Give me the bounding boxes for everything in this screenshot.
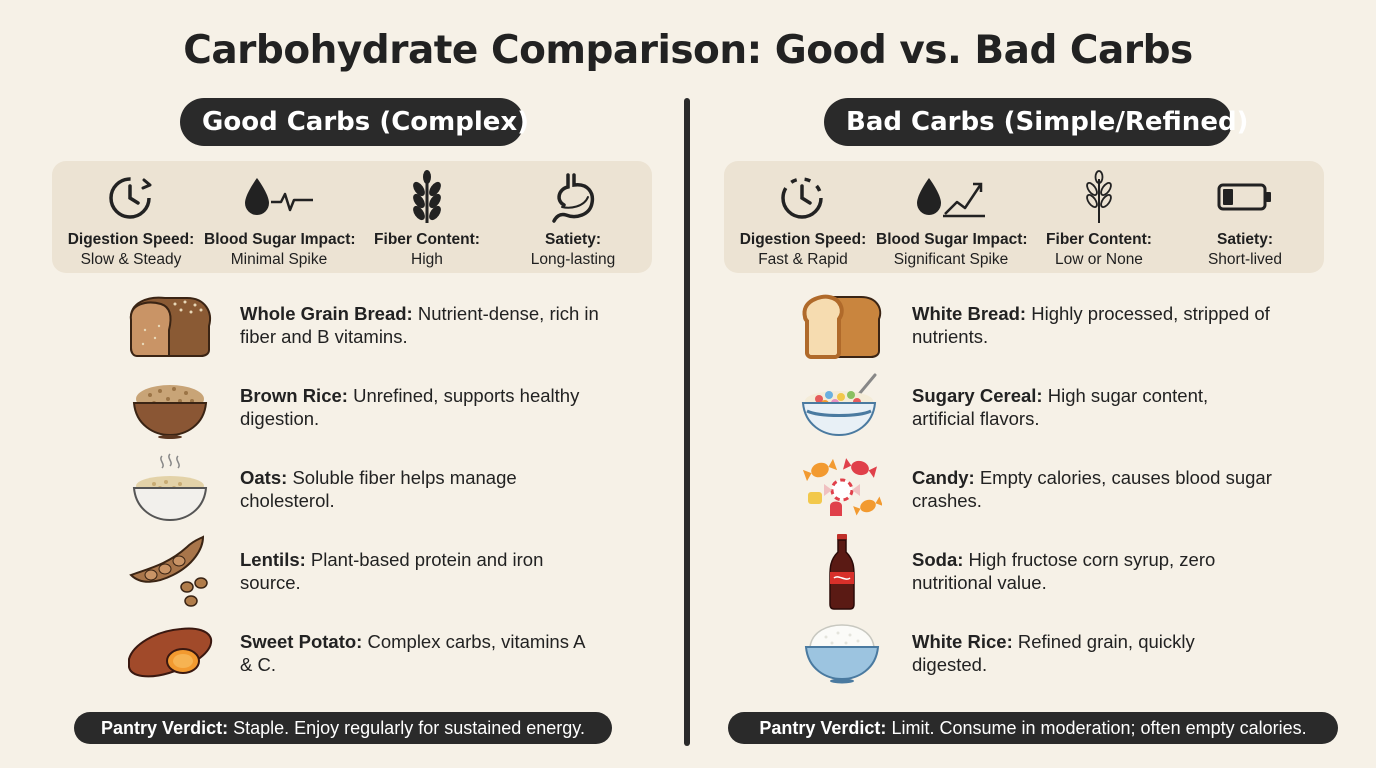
metric-digestion-speed: Digestion Speed: Fast & Rapid	[730, 169, 876, 269]
item-desc: Highly processed, stripped of nutrients.	[912, 303, 1270, 347]
bad-carbs-column: Bad Carbs (Simple/Refined) Digestion Spe…	[724, 0, 1338, 768]
stomach-icon	[500, 169, 646, 225]
item-description: Sweet Potato: Complex carbs, vitamins A …	[240, 630, 600, 676]
verdict-label: Pantry Verdict:	[101, 718, 229, 738]
metric-value: Minimal Spike	[230, 251, 328, 268]
metric-value: Low or None	[1055, 251, 1143, 268]
metric-blood-sugar: Blood Sugar Impact: Significant Spike	[876, 169, 1028, 269]
item-name: White Rice:	[912, 631, 1013, 652]
lentils-icon	[122, 534, 218, 608]
item-description: Lentils: Plant-based protein and iron so…	[240, 548, 600, 594]
good-carbs-column: Good Carbs (Complex) Digestion Speed: Sl…	[52, 0, 652, 768]
metric-satiety: Satiety: Long-lasting	[500, 169, 646, 269]
item-name: Oats:	[240, 467, 288, 488]
bad-carbs-heading: Bad Carbs (Simple/Refined)	[824, 98, 1248, 146]
good-metrics-panel: Digestion Speed: Slow & Steady Blood Sug…	[52, 161, 652, 273]
item-desc: Nutrient-dense, rich in fiber and B vita…	[240, 303, 599, 347]
oats-bowl-icon	[122, 452, 218, 526]
metric-label: Blood Sugar Impact:	[204, 231, 356, 248]
list-item: White Rice: Refined grain, quickly diges…	[794, 616, 1314, 698]
white-rice-bowl-icon	[794, 616, 890, 690]
list-item: Candy: Empty calories, causes blood suga…	[794, 452, 1314, 534]
blood-drop-flat-pulse-icon	[204, 169, 354, 225]
list-item: Sweet Potato: Complex carbs, vitamins A …	[122, 616, 642, 698]
item-desc: Complex carbs, vitamins A & C.	[240, 631, 585, 675]
metric-value: Fast & Rapid	[758, 251, 848, 268]
whole-grain-bread-icon	[122, 288, 218, 362]
item-name: White Bread:	[912, 303, 1027, 324]
metric-value: Slow & Steady	[80, 251, 182, 268]
list-item: Soda: High fructose corn syrup, zero nut…	[794, 534, 1314, 616]
item-name: Sweet Potato:	[240, 631, 363, 652]
metric-satiety: Satiety: Short-lived	[1172, 169, 1318, 269]
list-item: White Bread: Highly processed, stripped …	[794, 288, 1314, 370]
item-description: Oats: Soluble fiber helps manage cholest…	[240, 466, 600, 512]
item-name: Sugary Cereal:	[912, 385, 1043, 406]
item-description: Soda: High fructose corn syrup, zero nut…	[912, 548, 1272, 594]
bad-pantry-verdict: Pantry Verdict: Limit. Consume in modera…	[728, 712, 1338, 744]
item-name: Candy:	[912, 467, 975, 488]
low-battery-icon	[1172, 169, 1318, 225]
sugary-cereal-icon	[794, 370, 890, 444]
item-description: Sugary Cereal: High sugar content, artif…	[912, 384, 1272, 430]
white-bread-icon	[794, 288, 890, 362]
verdict-text: Staple. Enjoy regularly for sustained en…	[233, 718, 585, 738]
list-item: Lentils: Plant-based protein and iron so…	[122, 534, 642, 616]
sweet-potato-icon	[122, 616, 218, 690]
item-desc: Unrefined, supports healthy digestion.	[240, 385, 580, 429]
item-description: Whole Grain Bread: Nutrient-dense, rich …	[240, 302, 600, 348]
metric-blood-sugar: Blood Sugar Impact: Minimal Spike	[204, 169, 356, 269]
metric-label: Fiber Content:	[374, 231, 480, 248]
good-carbs-list: Whole Grain Bread: Nutrient-dense, rich …	[122, 288, 642, 698]
metric-value: Significant Spike	[893, 251, 1009, 268]
metric-label: Digestion Speed:	[67, 231, 195, 248]
clock-icon	[58, 169, 204, 225]
soda-bottle-icon	[794, 534, 890, 610]
list-item: Oats: Soluble fiber helps manage cholest…	[122, 452, 642, 534]
item-desc: Refined grain, quickly digested.	[912, 631, 1195, 675]
item-desc: Plant-based protein and iron source.	[240, 549, 544, 593]
item-desc: High fructose corn syrup, zero nutrition…	[912, 549, 1216, 593]
item-name: Lentils:	[240, 549, 306, 570]
item-description: White Rice: Refined grain, quickly diges…	[912, 630, 1272, 676]
metric-label: Digestion Speed:	[739, 231, 867, 248]
metric-label: Satiety:	[1217, 231, 1273, 248]
item-description: Brown Rice: Unrefined, supports healthy …	[240, 384, 600, 430]
candy-icon	[794, 452, 890, 526]
metric-fiber: Fiber Content: High	[354, 169, 500, 269]
clock-icon	[730, 169, 876, 225]
bad-carbs-list: White Bread: Highly processed, stripped …	[794, 288, 1314, 698]
center-divider	[684, 98, 690, 746]
verdict-label: Pantry Verdict:	[759, 718, 887, 738]
list-item: Brown Rice: Unrefined, supports healthy …	[122, 370, 642, 452]
blood-drop-rising-trend-icon	[876, 169, 1026, 225]
metric-label: Satiety:	[545, 231, 601, 248]
verdict-text: Limit. Consume in moderation; often empt…	[891, 718, 1307, 738]
metric-label: Blood Sugar Impact:	[876, 231, 1028, 248]
page-title: Carbohydrate Comparison: Good vs. Bad Ca…	[183, 28, 1193, 73]
item-name: Soda:	[912, 549, 964, 570]
item-description: Candy: Empty calories, causes blood suga…	[912, 466, 1272, 512]
metric-label: Fiber Content:	[1046, 231, 1152, 248]
item-desc: High sugar content, artificial flavors.	[912, 385, 1209, 429]
item-name: Whole Grain Bread:	[240, 303, 413, 324]
item-desc: Soluble fiber helps manage cholesterol.	[240, 467, 517, 511]
wheat-icon	[354, 169, 500, 225]
thin-wheat-icon	[1026, 169, 1172, 225]
metric-digestion-speed: Digestion Speed: Slow & Steady	[58, 169, 204, 269]
metric-value: Short-lived	[1207, 251, 1283, 268]
item-name: Brown Rice:	[240, 385, 348, 406]
list-item: Sugary Cereal: High sugar content, artif…	[794, 370, 1314, 452]
item-description: White Bread: Highly processed, stripped …	[912, 302, 1272, 348]
metric-value: High	[411, 251, 443, 268]
item-desc: Empty calories, causes blood sugar crash…	[912, 467, 1272, 511]
metric-value: Long-lasting	[530, 251, 616, 268]
good-carbs-heading: Good Carbs (Complex)	[180, 98, 529, 146]
good-pantry-verdict: Pantry Verdict: Staple. Enjoy regularly …	[74, 712, 612, 744]
bad-metrics-panel: Digestion Speed: Fast & Rapid Blood Suga…	[724, 161, 1324, 273]
metric-fiber: Fiber Content: Low or None	[1026, 169, 1172, 269]
list-item: Whole Grain Bread: Nutrient-dense, rich …	[122, 288, 642, 370]
brown-rice-bowl-icon	[122, 370, 218, 444]
